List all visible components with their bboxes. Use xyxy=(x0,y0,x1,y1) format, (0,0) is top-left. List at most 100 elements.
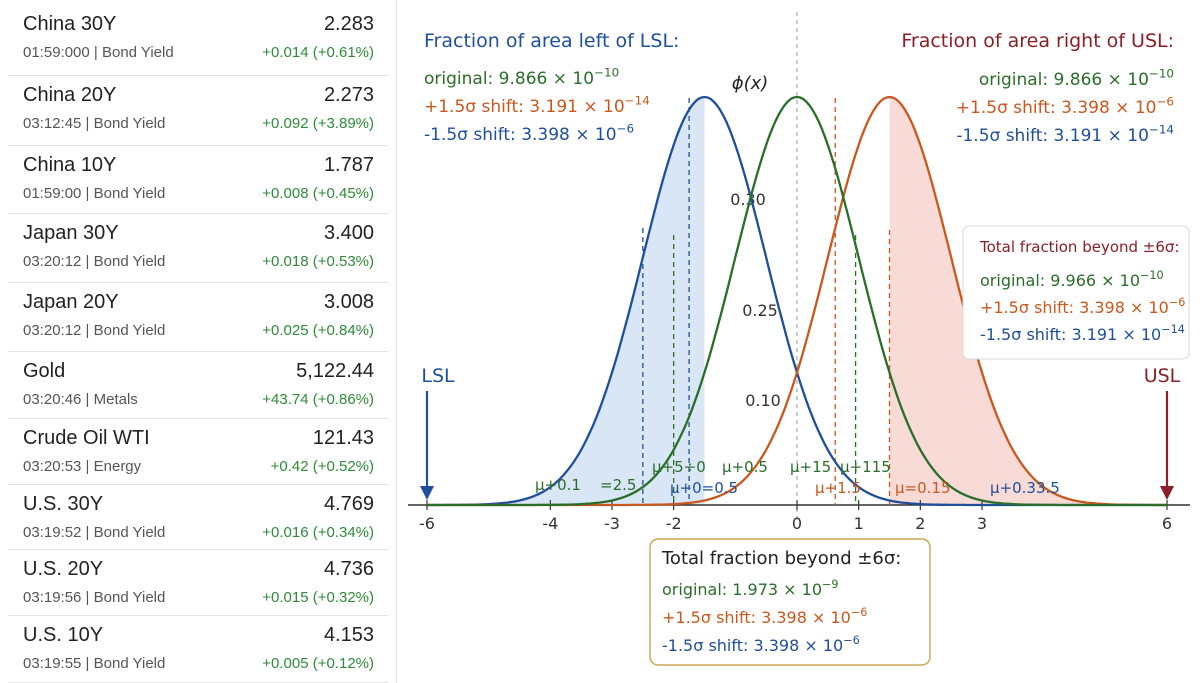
info-line-label: +1.5σ shift: xyxy=(424,97,524,117)
separator: | xyxy=(81,115,94,132)
y-tick-label: 0.25 xyxy=(742,301,778,320)
info-line: +1.5σ shift: 3.398 × 10−6 xyxy=(980,296,1185,317)
watchlist-row[interactable]: China 10Y 1.787 01:59:00 | Bond Yield +0.00… xyxy=(8,146,388,214)
info-line: original: 9.866 × 10−10 xyxy=(979,66,1174,90)
info-line-value: 3.191 × 10 xyxy=(524,97,625,117)
separator: | xyxy=(81,458,94,475)
info-line-exponent: −10 xyxy=(1140,269,1164,282)
info-line-exponent: −14 xyxy=(625,93,650,107)
x-tick-label: 0 xyxy=(792,514,802,533)
watchlist-row[interactable]: Japan 20Y 3.008 03:20:12 | Bond Yield +0.02… xyxy=(8,283,388,352)
x-tick-label: 1 xyxy=(854,514,864,533)
update-time: 01:59:000 xyxy=(23,44,90,61)
watchlist-row[interactable]: China 20Y 2.273 03:12:45 | Bond Yield +0.09… xyxy=(8,76,388,146)
info-line: -1.5σ shift: 3.191 × 10−14 xyxy=(956,122,1174,146)
watchlist-row[interactable]: U.S. 30Y 4.769 03:19:52 | Bond Yield +0.016… xyxy=(8,485,388,550)
update-time: 03:19:56 xyxy=(23,589,82,606)
instrument-price: 3.400 xyxy=(323,222,374,244)
info-line-value: 3.398 × 10 xyxy=(1074,298,1169,317)
info-line-label: original: xyxy=(979,70,1048,90)
instrument-price: 121.43 xyxy=(312,427,374,449)
watchlist-row[interactable]: U.S. 20Y 4.736 03:19:56 | Bond Yield +0.015… xyxy=(8,550,388,616)
info-line-label: original: xyxy=(662,580,727,599)
info-line-label: +1.5σ shift: xyxy=(980,298,1074,317)
info-line-exponent: −10 xyxy=(594,65,619,79)
instrument-price: 2.273 xyxy=(323,84,374,106)
info-line-value: 3.398 × 10 xyxy=(748,636,843,655)
instrument-name: China 20Y xyxy=(23,84,117,106)
instrument-change: +0.025 (+0.84%) xyxy=(262,322,374,339)
info-line: -1.5σ shift: 3.398 × 10−6 xyxy=(662,634,860,655)
marker-label: μ=0.15 xyxy=(895,479,951,497)
x-tick-label: -2 xyxy=(666,514,682,533)
instrument-name: U.S. 20Y xyxy=(23,558,104,580)
distribution-chart: -6 -4 -3 -2 0 1 2 3 6 0.30 0.25 0.10 ϕ(x) μ+0.1 =2.5 μ+… xyxy=(400,0,1200,683)
info-line-label: -1.5σ shift: xyxy=(980,325,1066,344)
info-line-exponent: −6 xyxy=(1169,296,1186,309)
info-line: original: 9.966 × 10−10 xyxy=(980,269,1164,290)
instrument-name: Crude Oil WTI xyxy=(23,427,150,449)
update-time: 03:20:53 xyxy=(23,458,82,475)
info-line-value: 3.191 × 10 xyxy=(1048,126,1149,146)
info-line: -1.5σ shift: 3.191 × 10−14 xyxy=(980,323,1185,344)
instrument-name: Japan 20Y xyxy=(23,291,119,313)
info-line-value: 3.398 × 10 xyxy=(756,608,851,627)
watchlist-row[interactable]: U.S. 10Y 4.153 03:19:55 | Bond Yield +0.005… xyxy=(8,616,388,683)
info-line-exponent: −10 xyxy=(1149,66,1174,80)
instrument-change: +0.016 (+0.34%) xyxy=(262,524,374,541)
usl-label: USL xyxy=(1144,365,1181,387)
lsl-label: LSL xyxy=(421,365,455,387)
instrument-category: Bond Yield xyxy=(93,253,166,270)
info-line-value: 9.866 × 10 xyxy=(1048,70,1149,90)
info-line-value: 3.191 × 10 xyxy=(1066,325,1161,344)
instrument-meta: 01:59:00 | Bond Yield xyxy=(23,185,165,202)
instrument-category: Bond Yield xyxy=(93,322,166,339)
info-line-label: -1.5σ shift: xyxy=(424,125,516,145)
info-line-label: -1.5σ shift: xyxy=(956,126,1048,146)
watchlist-row[interactable]: Gold 5,122.44 03:20:46 | Metals +43.74 (+0.… xyxy=(8,352,388,419)
y-tick-label: 0.30 xyxy=(730,190,766,209)
info-title: Total fraction beyond ±6σ: xyxy=(979,238,1179,256)
info-title: Fraction of area right of USL: xyxy=(901,30,1174,52)
info-line-label: original: xyxy=(980,271,1045,290)
watchlist-row[interactable]: Japan 30Y 3.400 03:20:12 | Bond Yield +0.01… xyxy=(8,214,388,283)
marker-label: =2.5 xyxy=(600,476,636,494)
x-tick-label: 2 xyxy=(915,514,925,533)
x-tick-label: -3 xyxy=(604,514,620,533)
marker-label: μ+0.5 xyxy=(722,458,768,476)
separator: | xyxy=(81,391,94,408)
shaded-area-left xyxy=(427,97,705,505)
instrument-name: Japan 30Y xyxy=(23,222,119,244)
watchlist-row[interactable]: Crude Oil WTI 121.43 03:20:53 | Energy +0.4… xyxy=(8,419,388,485)
x-tick-label: 3 xyxy=(977,514,987,533)
info-line-exponent: −6 xyxy=(617,121,635,135)
x-tick-label: -6 xyxy=(419,514,435,533)
bottom-info-box xyxy=(649,538,931,666)
watchlist-row[interactable]: China 30Y 2.283 01:59:000 | Bond Yield +0.0… xyxy=(8,5,388,76)
instrument-change: +0.018 (+0.53%) xyxy=(262,253,374,270)
instrument-category: Bond Yield xyxy=(93,524,166,541)
info-line: +1.5σ shift: 3.398 × 10−6 xyxy=(662,606,867,627)
x-tick-label: 6 xyxy=(1162,514,1172,533)
instrument-change: +0.42 (+0.52%) xyxy=(270,458,374,475)
update-time: 03:20:12 xyxy=(23,322,82,339)
instrument-category: Bond Yield xyxy=(93,115,166,132)
info-line-exponent: −6 xyxy=(843,634,860,647)
instrument-category: Bond Yield xyxy=(93,185,166,202)
separator: | xyxy=(81,655,94,672)
instrument-category: Bond Yield xyxy=(101,44,174,61)
instrument-category: Bond Yield xyxy=(93,655,166,672)
instrument-name: Gold xyxy=(23,360,66,382)
curve-orig xyxy=(427,95,1167,507)
instrument-name: China 30Y xyxy=(23,13,117,35)
instrument-price: 2.283 xyxy=(323,13,374,35)
chart-svg: -6 -4 -3 -2 0 1 2 3 6 0.30 0.25 0.10 ϕ(x) μ+0.1 =2.5 μ+… xyxy=(408,12,1190,666)
info-line-label: +1.5σ shift: xyxy=(662,608,756,627)
instrument-meta: 03:20:46 | Metals xyxy=(23,391,138,408)
usl-arrowhead xyxy=(1160,486,1174,500)
shaded-area-right xyxy=(889,97,1167,505)
separator: | xyxy=(81,322,94,339)
instrument-name: U.S. 30Y xyxy=(23,493,104,515)
info-title: Fraction of area left of LSL: xyxy=(424,30,679,52)
instrument-change: +43.74 (+0.86%) xyxy=(262,391,374,408)
